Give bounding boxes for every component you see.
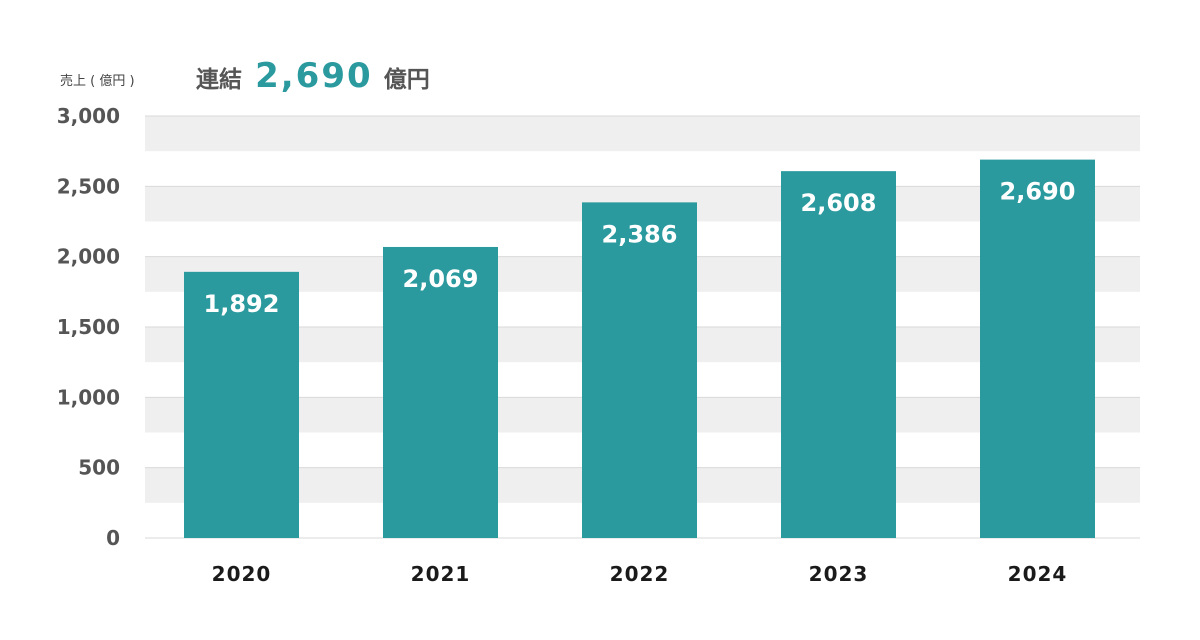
data-label-2023: 2,608 <box>801 189 877 217</box>
y-tick-label: 3,000 <box>57 104 120 128</box>
y-tick-label: 1,500 <box>57 315 120 339</box>
headline-prefix: 連結 <box>196 66 242 93</box>
bar-2021 <box>383 246 498 538</box>
bar-2020 <box>184 271 299 538</box>
data-labels: 1,892 2,069 2,386 2,608 2,690 <box>204 178 1076 318</box>
data-label-2022: 2,386 <box>602 220 678 248</box>
headline-value: 2,690 <box>255 56 373 96</box>
x-tick-label: 2023 <box>809 562 869 586</box>
y-tick-label: 2,500 <box>57 174 120 198</box>
background-band <box>145 116 1140 152</box>
y-tick-label: 1,000 <box>57 385 120 409</box>
data-label-2024: 2,690 <box>1000 178 1076 206</box>
x-tick-label: 2024 <box>1008 562 1068 586</box>
bar-2023 <box>781 171 896 538</box>
x-tick-label: 2020 <box>212 562 272 586</box>
y-axis-ticks: 0 500 1,000 1,500 2,000 2,500 3,000 <box>57 104 120 550</box>
y-tick-label: 0 <box>106 526 120 550</box>
x-axis-ticks: 2020 2021 2022 2023 2024 <box>212 562 1068 586</box>
bar-2022 <box>582 202 697 539</box>
y-tick-label: 2,000 <box>57 245 120 269</box>
bars <box>184 159 1095 539</box>
y-tick-label: 500 <box>78 456 120 480</box>
data-label-2021: 2,069 <box>403 265 479 293</box>
x-tick-label: 2022 <box>610 562 670 586</box>
data-label-2020: 1,892 <box>204 290 280 318</box>
headline-unit: 億円 <box>384 66 430 93</box>
x-tick-label: 2021 <box>411 562 471 586</box>
headline: 連結 2,690 億円 <box>196 56 430 96</box>
y-axis-label: 売上 ( 億円 ) <box>60 73 135 89</box>
bar-2024 <box>980 159 1095 538</box>
